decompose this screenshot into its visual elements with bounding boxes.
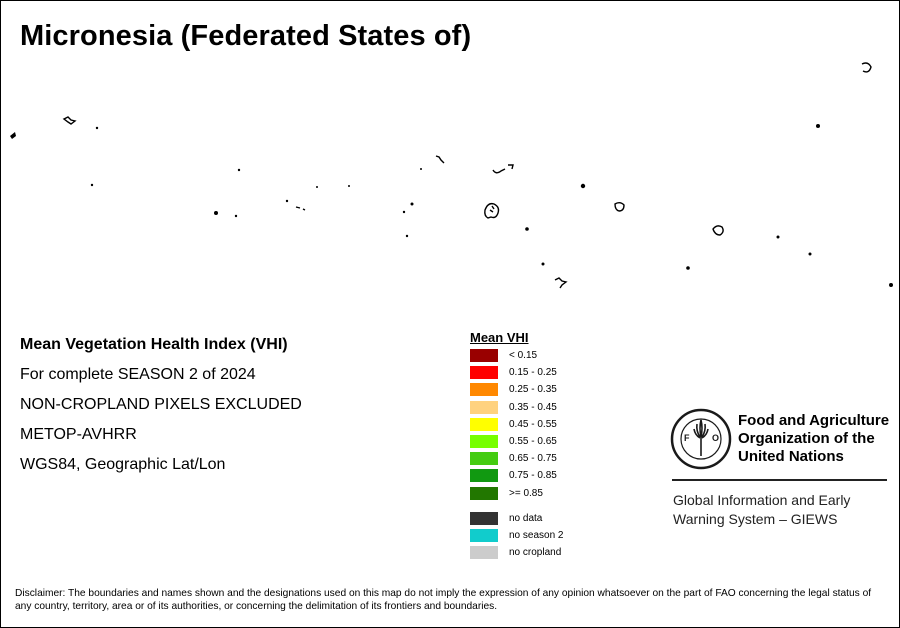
island-dot bbox=[348, 185, 350, 187]
legend-label: < 0.15 bbox=[509, 350, 538, 361]
island-dot bbox=[10, 132, 16, 139]
island-dot bbox=[237, 168, 241, 172]
info-pixel-note: NON-CROPLAND PIXELS EXCLUDED bbox=[20, 396, 302, 413]
legend-label: no data bbox=[509, 513, 543, 524]
island-dot bbox=[234, 214, 238, 218]
legend-label: 0.65 - 0.75 bbox=[509, 453, 557, 465]
legend-title: Mean VHI bbox=[470, 330, 529, 345]
legend-label: 0.35 - 0.45 bbox=[509, 401, 557, 413]
island-map bbox=[10, 62, 893, 289]
island-outline bbox=[861, 62, 872, 73]
legend-swatch bbox=[470, 435, 498, 448]
fao-name-line: Food and Agriculture bbox=[738, 412, 890, 429]
legend-label: 0.55 - 0.65 bbox=[509, 436, 557, 447]
island-outline bbox=[435, 155, 445, 164]
island-dot bbox=[90, 183, 94, 187]
map-title: Micronesia (Federated States of) bbox=[20, 20, 472, 52]
legend-item: no data bbox=[470, 512, 610, 526]
legend-swatch bbox=[470, 452, 498, 466]
legend-item: 0.35 - 0.45 bbox=[470, 400, 610, 415]
island-outline bbox=[712, 225, 724, 236]
island-outline bbox=[295, 206, 306, 211]
legend-swatch bbox=[470, 529, 498, 543]
legend-item: >= 0.85 bbox=[470, 486, 610, 501]
island-outline bbox=[554, 277, 568, 289]
legend-swatch bbox=[470, 400, 498, 414]
disclaimer: Disclaimer: The boundaries and names sho… bbox=[15, 588, 872, 612]
island-dot bbox=[95, 126, 99, 130]
legend-swatch bbox=[470, 469, 498, 483]
legend-item: < 0.15 bbox=[470, 349, 610, 363]
fao-name-line: Organization of the bbox=[738, 430, 875, 447]
island-outlines bbox=[62, 62, 872, 289]
island-outline bbox=[484, 202, 500, 219]
legend-item: no season 2 bbox=[470, 529, 610, 543]
legend-item: 0.25 - 0.35 bbox=[470, 383, 610, 397]
island-outline bbox=[492, 164, 514, 174]
legend-label: >= 0.85 bbox=[509, 487, 543, 499]
legend-item: 0.65 - 0.75 bbox=[470, 452, 610, 466]
island-dot bbox=[776, 235, 780, 239]
island-outline bbox=[614, 202, 625, 212]
fao-name-line: United Nations bbox=[738, 448, 844, 465]
logo-divider bbox=[672, 479, 887, 481]
map-info-block: Mean Vegetation Health Index (VHI) For c… bbox=[20, 335, 302, 485]
info-index-name: Mean Vegetation Health Index (VHI) bbox=[20, 336, 288, 353]
legend-label: 0.45 - 0.55 bbox=[509, 418, 557, 430]
giews-name-line: Global Information and Early bbox=[673, 492, 851, 508]
legend-label: no season 2 bbox=[509, 530, 564, 542]
island-dot bbox=[410, 202, 414, 206]
legend-item: 0.15 - 0.25 bbox=[470, 366, 610, 380]
island-dot bbox=[402, 210, 406, 214]
fao-emblem-icon: F O A bbox=[670, 408, 732, 470]
legend-label: 0.25 - 0.35 bbox=[509, 384, 557, 396]
legend-label: 0.75 - 0.85 bbox=[509, 470, 557, 482]
legend: Mean VHI < 0.15 0.15 - 0.25 0.25 - 0.35 0.3… bbox=[470, 330, 564, 560]
legend-swatch bbox=[470, 486, 498, 500]
legend-item: 0.75 - 0.85 bbox=[470, 469, 610, 483]
island-dots bbox=[10, 124, 893, 287]
island-outline bbox=[62, 116, 77, 125]
legend-swatch bbox=[470, 417, 498, 431]
legend-swatch bbox=[470, 512, 498, 525]
island-dot bbox=[889, 283, 893, 287]
legend-item: 0.45 - 0.55 bbox=[470, 417, 610, 432]
island-dot bbox=[541, 262, 545, 266]
giews-name-line: Warning System – GIEWS bbox=[673, 511, 838, 527]
legend-item: 0.55 - 0.65 bbox=[470, 435, 610, 449]
legend-swatch bbox=[470, 349, 498, 362]
island-dot bbox=[816, 124, 820, 128]
island-dot bbox=[420, 168, 422, 170]
fao-name: Food and Agriculture Organization of the… bbox=[738, 412, 889, 466]
island-dot bbox=[285, 199, 289, 203]
info-projection: WGS84, Geographic Lat/Lon bbox=[20, 456, 226, 473]
legend-label: 0.15 - 0.25 bbox=[509, 367, 557, 379]
legend-swatch bbox=[470, 366, 498, 380]
island-dot bbox=[525, 227, 529, 231]
island-dot bbox=[686, 266, 690, 270]
giews-name: Global Information and Early Warning Sys… bbox=[673, 491, 850, 529]
island-dot bbox=[580, 183, 586, 189]
legend-item: no cropland bbox=[470, 546, 610, 560]
island-dot bbox=[214, 211, 218, 215]
info-season: For complete SEASON 2 of 2024 bbox=[20, 366, 256, 383]
island-dot bbox=[405, 234, 409, 238]
legend-label: no cropland bbox=[509, 547, 562, 559]
svg-text:F: F bbox=[684, 433, 690, 443]
svg-text:O: O bbox=[712, 433, 719, 443]
info-sensor: METOP-AVHRR bbox=[20, 426, 137, 443]
legend-swatch bbox=[470, 383, 498, 397]
island-dot bbox=[316, 186, 318, 188]
island-dot bbox=[808, 252, 812, 256]
legend-swatch bbox=[470, 546, 498, 560]
